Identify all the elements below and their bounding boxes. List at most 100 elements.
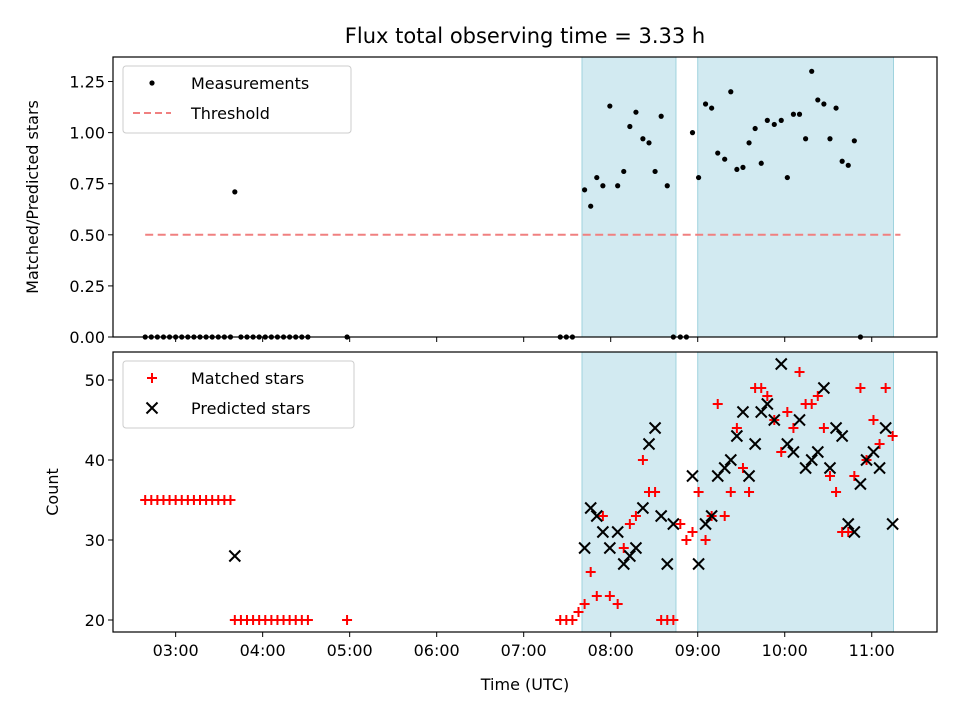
ratio-measurements-point: [833, 105, 839, 111]
count-predicted-stars-point: [661, 557, 674, 571]
ratio-measurements-point: [809, 68, 815, 74]
ratio-measurements-point: [633, 109, 639, 115]
ratio-measurements-point: [796, 111, 803, 117]
count-predicted-stars-point: [629, 541, 643, 555]
ratio-measurements-point: [758, 160, 764, 166]
count-matched-stars-point: [579, 599, 590, 609]
count-predicted-stars-point: [736, 405, 750, 419]
ratio-measurements-point: [752, 125, 758, 132]
count-matched-stars-point: [225, 495, 236, 505]
count-matched-stars-point: [612, 599, 623, 609]
count-predicted-stars-point: [730, 429, 744, 443]
ratio-measurements-point: [740, 164, 746, 170]
ratio-measurements-point: [621, 168, 627, 175]
count-matched-stars-point: [756, 383, 767, 393]
count-matched-stars-point: [744, 487, 755, 497]
count-matched-stars-point: [585, 567, 596, 577]
count-predicted-stars-point: [817, 381, 831, 395]
count-predicted-stars-point: [724, 453, 737, 467]
ratio-measurements-point: [764, 117, 770, 123]
ratio-legend-box: [122, 65, 352, 134]
count-predicted-stars-point: [867, 445, 880, 459]
ratio-measurements-point: [715, 150, 721, 156]
ratio-measurements-point: [640, 136, 646, 142]
count-predicted-stars-point: [799, 461, 812, 475]
count-matched-stars-point: [762, 391, 773, 401]
count-matched-stars-point: [700, 535, 711, 545]
count-y-tick-label: 50: [85, 371, 105, 390]
y-axis-label-count: Count: [43, 468, 62, 516]
x-tick-label: 03:00: [153, 641, 199, 660]
count-predicted-stars-point: [228, 549, 242, 563]
count-matched-stars-point: [849, 471, 860, 481]
ratio-legend-marker: [149, 80, 155, 86]
count-matched-stars-point: [818, 423, 829, 433]
count-y-tick-label: 40: [85, 451, 105, 470]
count-predicted-stars-point: [835, 429, 849, 443]
count-matched-stars-point: [302, 615, 313, 625]
count-predicted-stars-point: [755, 405, 768, 419]
x-axis-label: Time (UTC): [480, 675, 569, 694]
count-observing-window: [581, 351, 677, 633]
ratio-y-tick-label: 0.75: [69, 175, 105, 194]
count-panel: 20 30 40 50 03:00 04:00 05:00 06:00 07:00 08:00 09…: [85, 351, 938, 660]
count-predicted-stars-point: [787, 445, 800, 459]
ratio-measurements-point: [728, 89, 734, 95]
ratio-measurements-point: [771, 121, 777, 128]
ratio-measurements-point: [615, 183, 621, 189]
count-matched-stars-point: [567, 615, 578, 625]
ratio-y-tick-label: 1.00: [69, 124, 105, 143]
count-predicted-stars-point: [854, 477, 867, 491]
count-legend-label: Predicted stars: [191, 399, 311, 418]
ratio-measurements-point: [646, 140, 652, 146]
count-matched-stars-point: [824, 471, 835, 481]
count-predicted-stars-point: [842, 517, 855, 531]
ratio-measurements-point: [627, 123, 633, 130]
ratio-observing-window: [581, 56, 677, 338]
ratio-y-tick-label: 0.00: [69, 328, 105, 347]
count-legend: Matched stars Predicted stars: [122, 360, 355, 429]
count-predicted-stars-point: [873, 461, 886, 475]
count-predicted-stars-point: [584, 501, 597, 515]
count-matched-stars-point: [794, 367, 805, 377]
count-predicted-stars-point: [705, 509, 718, 523]
count-y-tick-label: 30: [85, 531, 105, 550]
count-predicted-stars-point: [617, 557, 630, 571]
count-axes-frame: [112, 351, 938, 633]
count-matched-stars-point: [591, 591, 602, 601]
count-predicted-stars-point: [761, 397, 774, 411]
ratio-measurements-point: [839, 158, 845, 164]
count-predicted-stars-point: [775, 357, 788, 371]
x-tick-label: 07:00: [501, 641, 547, 660]
count-matched-stars-point: [650, 487, 661, 497]
ratio-measurements-point: [803, 136, 809, 142]
x-tick-label: 10:00: [762, 641, 808, 660]
ratio-measurements-point: [815, 97, 821, 103]
ratio-measurements-point: [607, 103, 613, 109]
count-matched-stars-point: [731, 423, 742, 433]
count-matched-stars-point: [597, 511, 608, 521]
count-legend-marker: [147, 373, 157, 383]
count-y-tick-label: 20: [85, 611, 105, 630]
count-predicted-stars-point: [642, 437, 656, 451]
ratio-panel: 0.00 0.25 0.50 0.75 1.00 1.25 Measurements Thre…: [69, 56, 938, 347]
count-matched-stars-point: [604, 591, 615, 601]
count-matched-stars-point: [737, 463, 748, 473]
count-matched-stars-point: [776, 447, 787, 457]
count-predicted-stars-point: [793, 413, 806, 427]
x-tick-label: 08:00: [588, 641, 634, 660]
ratio-measurements-point: [600, 183, 606, 189]
count-predicted-stars-point: [603, 541, 617, 555]
ratio-measurements-point: [827, 136, 833, 142]
count-predicted-stars-point: [823, 461, 837, 475]
count-matched-stars-point: [630, 511, 641, 521]
ratio-measurements-point: [784, 174, 790, 181]
ratio-measurements-point: [746, 140, 752, 146]
ratio-measurements-point: [232, 189, 238, 195]
count-predicted-stars-point: [623, 549, 637, 563]
count-matched-stars-point: [725, 487, 736, 497]
ratio-y-tick-label: 0.50: [69, 226, 105, 245]
count-predicted-stars-point: [879, 421, 892, 435]
ratio-measurements-point: [845, 162, 851, 168]
